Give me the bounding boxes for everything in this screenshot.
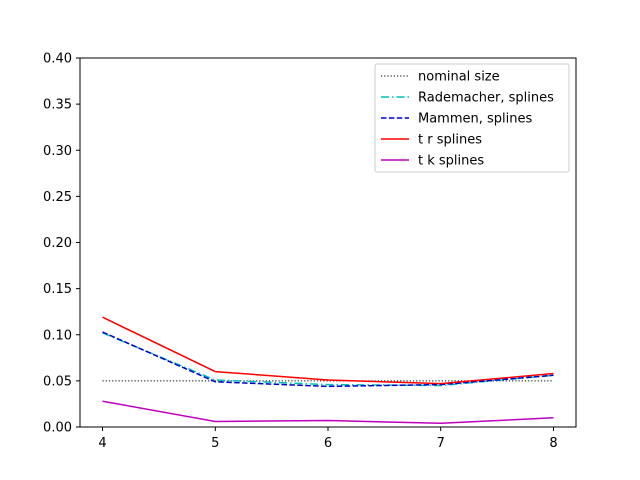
- y-tick-label: 0.40: [43, 52, 72, 67]
- legend-label-1: Rademacher, splines: [418, 91, 554, 106]
- legend-label-3: t r splines: [418, 133, 482, 148]
- y-tick-label: 0.35: [43, 98, 72, 113]
- legend-box: [374, 63, 570, 173]
- x-tick-label: 7: [437, 436, 445, 451]
- series-line-1: [102, 332, 554, 387]
- x-tick-label: 6: [324, 436, 332, 451]
- y-tick-label: 0.20: [43, 236, 72, 251]
- y-tick-label: 0.25: [43, 190, 72, 205]
- y-tick-label: 0.15: [43, 282, 72, 297]
- series-layer: [102, 316, 554, 425]
- ticks-layer: 4 5 6 7 8 0.00 0.05 0.10 0.15 0.20 0.25 0.30 0.35 0.4…: [43, 52, 558, 452]
- y-tick-label: 0.10: [43, 328, 72, 343]
- legend-label-4: t k splines: [418, 154, 484, 169]
- y-tick-label: 0.05: [43, 374, 72, 389]
- legend: nominal size Rademacher, splines Mammen, s…: [374, 63, 570, 173]
- x-tick-label: 8: [549, 436, 557, 451]
- x-tick-label: 5: [211, 436, 219, 451]
- x-tick-label: 4: [98, 436, 106, 451]
- legend-label-0: nominal size: [418, 70, 500, 85]
- series-line-4: [102, 400, 554, 425]
- y-tick-label: 0.00: [43, 421, 72, 436]
- legend-label-2: Mammen, splines: [418, 112, 532, 127]
- series-line-2: [102, 331, 554, 388]
- y-tick-label: 0.30: [43, 144, 72, 159]
- series-line-3: [102, 316, 554, 385]
